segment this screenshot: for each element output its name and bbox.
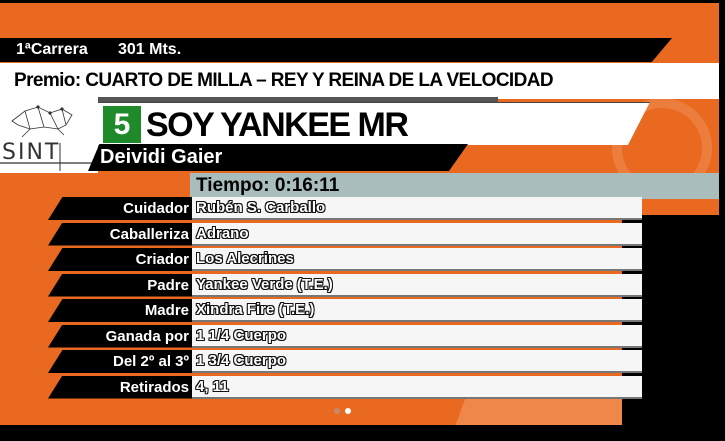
detail-label: Cuidador <box>48 197 192 220</box>
detail-value: 1 1/4 Cuerpo <box>192 324 642 348</box>
detail-row: Cuidador Rubén S. Carballo <box>48 197 642 220</box>
detail-row: Del 2º al 3º 1 3/4 Cuerpo <box>48 350 642 373</box>
detail-label: Criador <box>48 248 192 271</box>
prize-title: Premio: CUARTO DE MILLA – REY Y REINA DE… <box>14 70 554 91</box>
detail-label: Retirados <box>48 375 192 399</box>
race-distance: 301 Mts. <box>118 41 182 58</box>
detail-row: Criador Los Alecrines <box>48 248 642 271</box>
detail-value: Rubén S. Carballo <box>192 197 642 220</box>
race-number: 1ªCarrera <box>16 41 88 58</box>
detail-label: Madre <box>48 299 192 322</box>
detail-row: Retirados 4, 11 <box>48 375 642 399</box>
divider <box>98 97 498 102</box>
race-result-graphic: 1ªCarrera 301 Mts. Premio: CUARTO DE MIL… <box>0 3 719 425</box>
page-dot-1[interactable] <box>334 408 340 414</box>
detail-value: Xindra Fire (T.E.) <box>192 299 642 322</box>
jockey-name: Deividi Gaier <box>100 146 223 168</box>
horse-number-badge: 5 <box>103 106 141 143</box>
detail-value: Adrano <box>192 222 642 246</box>
detail-value: Yankee Verde (T.E.) <box>192 273 642 297</box>
svg-text:SINT: SINT <box>2 140 60 165</box>
detail-row: Padre Yankee Verde (T.E.) <box>48 273 642 297</box>
jockey-bar: Deividi Gaier <box>88 144 468 171</box>
detail-label: Caballeriza <box>48 222 192 246</box>
pagination-dots <box>334 401 356 419</box>
page-dot-2-active[interactable] <box>345 408 351 414</box>
horse-name: SOY YANKEE MR <box>146 106 409 144</box>
detail-value: 1 3/4 Cuerpo <box>192 350 642 373</box>
detail-row: Ganada por 1 1/4 Cuerpo <box>48 324 642 348</box>
detail-label: Padre <box>48 273 192 297</box>
detail-value: 4, 11 <box>192 375 642 399</box>
time-bar: Tiempo: 0:16:11 <box>190 173 719 199</box>
race-header-bar: 1ªCarrera 301 Mts. <box>0 38 672 62</box>
race-time: Tiempo: 0:16:11 <box>196 175 340 196</box>
detail-row: Madre Xindra Fire (T.E.) <box>48 299 642 322</box>
detail-value: Los Alecrines <box>192 248 642 271</box>
sint-logo: SINT <box>0 99 98 173</box>
prize-bar: Premio: CUARTO DE MILLA – REY Y REINA DE… <box>0 63 719 99</box>
detail-row: Caballeriza Adrano <box>48 222 642 246</box>
detail-label: Del 2º al 3º <box>48 350 192 373</box>
horse-name-bar: 5 SOY YANKEE MR <box>98 102 650 145</box>
detail-label: Ganada por <box>48 324 192 348</box>
